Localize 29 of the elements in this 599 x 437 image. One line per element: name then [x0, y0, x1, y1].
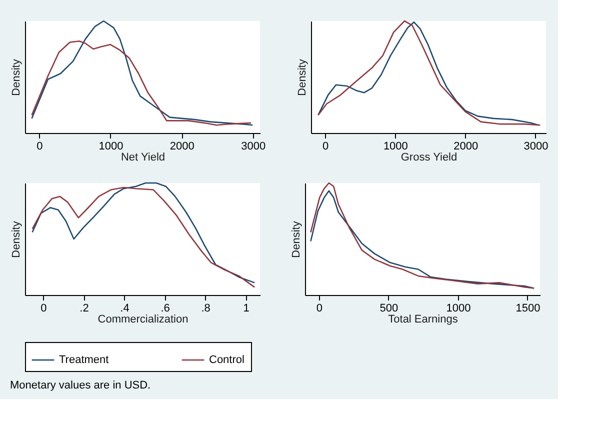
x-tick-label: .2 — [80, 302, 89, 314]
x-tick-label: 1500 — [516, 302, 540, 314]
x-axis-title: Gross Yield — [400, 152, 458, 164]
x-tick-label: 1000 — [383, 140, 408, 152]
x-axis-title: Total Earnings — [388, 314, 458, 326]
x-tick-label: 3000 — [524, 140, 548, 152]
x-tick-label: .6 — [160, 302, 170, 314]
y-axis-title: Density — [296, 58, 308, 96]
y-axis-title: Density — [290, 220, 302, 258]
x-tick-label: 0 — [316, 302, 322, 314]
y-axis-title: Density — [10, 220, 22, 258]
x-axis-title: Commercialization — [98, 314, 188, 326]
x-tick-label: .4 — [120, 302, 130, 314]
x-tick-label: 1000 — [98, 140, 124, 152]
x-tick-label: 0 — [322, 140, 329, 152]
legend-label: Control — [209, 354, 244, 366]
x-tick-label: 2000 — [170, 140, 194, 152]
x-tick-label: 2000 — [454, 140, 478, 152]
x-tick-label: 1000 — [446, 302, 471, 314]
x-tick-label: .8 — [201, 302, 210, 314]
x-tick-label: 3000 — [241, 140, 266, 152]
x-tick-label: 1 — [243, 302, 250, 314]
x-tick-label: 500 — [380, 302, 398, 314]
x-tick-label: 0 — [40, 302, 47, 314]
text: Monetary values are in USD. — [10, 380, 151, 392]
legend-label: Treatment — [59, 354, 109, 366]
x-tick-label: 0 — [36, 140, 43, 152]
x-axis-title: Net Yield — [120, 152, 166, 164]
y-axis-title: Density — [10, 58, 22, 96]
